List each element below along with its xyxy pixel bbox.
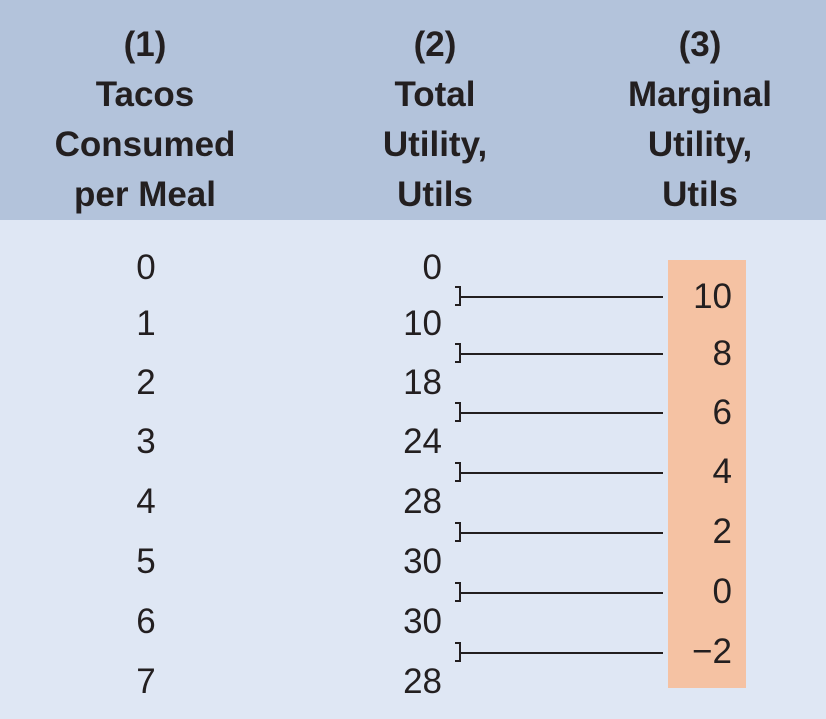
marginal-utility-cell: 2 [712,512,732,551]
leader-line [461,472,663,474]
bracket-connector [455,343,461,363]
leader-line [461,412,663,414]
total-utility-cell: 10 [403,304,442,343]
marginal-utility-highlight [668,260,746,688]
leader-line [461,592,663,594]
marginal-utility-cell: 0 [712,572,732,611]
total-utility-cell: 30 [403,542,442,581]
column-title-line: Tacos [95,75,195,114]
column-number: (2) [413,25,457,64]
bracket-connector [455,582,461,602]
leader-line [461,652,663,654]
total-utility-cell: 0 [422,248,442,287]
column-title-line: Total [394,75,476,114]
column-title-line: Consumed [54,125,236,164]
tacos-cell: 0 [136,248,156,287]
bracket-connector [455,402,461,422]
column-title-line: Marginal [628,75,772,114]
leader-line [461,532,663,534]
leader-line [461,353,663,355]
total-utility-cell: 28 [403,482,442,521]
total-utility-cell: 18 [403,363,442,402]
marginal-utility-cell: −2 [692,632,732,671]
bracket-connector [455,642,461,662]
column-title-line: Utils [662,175,738,214]
column-number: (3) [678,25,722,64]
column-title-line: Utility, [382,125,488,164]
bracket-connector [455,522,461,542]
marginal-utility-cell: 8 [712,334,732,373]
tacos-cell: 6 [136,602,156,641]
bracket-connector [455,462,461,482]
marginal-utility-cell: 6 [712,393,732,432]
column-header-total-utility: (2) Total Utility, Utils [310,20,560,220]
column-title-line: Utils [397,175,473,214]
column-title-line: Utility, [647,125,753,164]
marginal-utility-cell: 10 [693,277,732,316]
bracket-connector [455,286,461,306]
tacos-cell: 2 [136,363,156,402]
tacos-cell: 7 [136,662,156,701]
total-utility-cell: 24 [403,422,442,461]
column-number: (1) [123,25,167,64]
tacos-cell: 5 [136,542,156,581]
tacos-cell: 3 [136,422,156,461]
leader-line [461,296,663,298]
column-title-line: per Meal [74,175,216,214]
column-header-marginal-utility: (3) Marginal Utility, Utils [580,20,820,220]
column-header-tacos: (1) Tacos Consumed per Meal [20,20,270,220]
tacos-cell: 4 [136,482,156,521]
total-utility-cell: 30 [403,602,442,641]
total-utility-cell: 28 [403,662,442,701]
marginal-utility-cell: 4 [712,452,732,491]
tacos-cell: 1 [136,304,156,343]
table-header: (1) Tacos Consumed per Meal (2) Total Ut… [0,0,826,220]
